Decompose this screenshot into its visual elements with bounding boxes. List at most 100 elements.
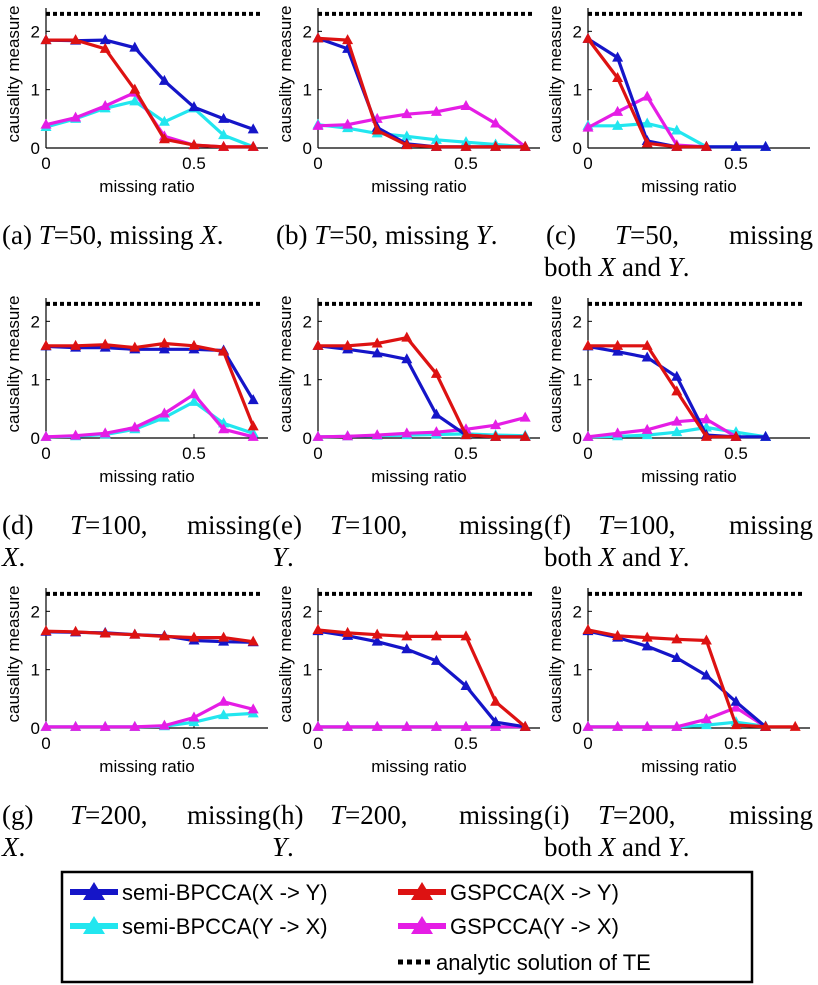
y-tick-label: 2 — [573, 312, 582, 331]
svg-text:(d): (d) — [2, 510, 33, 540]
data-point — [218, 709, 230, 720]
data-point — [671, 370, 683, 381]
data-point — [641, 117, 653, 128]
series-line — [587, 629, 767, 729]
data-point — [700, 669, 712, 680]
svg-text:(a) T=50, missing X.: (a) T=50, missing X. — [2, 220, 224, 250]
data-point — [40, 34, 52, 45]
data-point — [247, 394, 259, 405]
data-point — [40, 118, 52, 129]
data-point — [129, 421, 141, 432]
caption-i: (i) T=200, missing both X and Y. — [544, 800, 813, 862]
x-axis-label: missing ratio — [371, 177, 466, 196]
data-point — [612, 105, 624, 116]
y-tick-label: 0 — [303, 429, 312, 448]
data-point — [158, 74, 170, 85]
x-tick-label: 0.5 — [182, 734, 206, 753]
y-tick-label: 2 — [31, 22, 40, 41]
svg-text:both X and Y.: both X and Y. — [544, 542, 690, 572]
x-tick-label: 0 — [583, 444, 592, 463]
series-gs-xy — [582, 624, 801, 731]
y-axis-label: causality measure — [546, 295, 565, 432]
data-point — [70, 720, 82, 731]
svg-text:missing: missing — [729, 220, 813, 250]
data-point — [99, 100, 111, 110]
data-point — [218, 695, 230, 706]
data-point — [401, 643, 413, 654]
y-axis-label: causality measure — [4, 295, 23, 432]
data-point — [730, 695, 742, 706]
y-tick-label: 1 — [303, 81, 312, 100]
y-tick-label: 1 — [31, 81, 40, 100]
data-point — [460, 720, 472, 731]
data-point — [401, 720, 413, 731]
y-tick-label: 1 — [303, 371, 312, 390]
data-point — [247, 140, 259, 151]
y-axis-label: causality measure — [276, 295, 295, 432]
svg-text:(g): (g) — [2, 800, 33, 830]
x-axis-label: missing ratio — [641, 177, 736, 196]
data-point — [70, 339, 82, 350]
data-point — [582, 339, 594, 350]
svg-text:both X and Y.: both X and Y. — [544, 832, 690, 862]
data-point — [188, 339, 200, 350]
data-point — [700, 140, 712, 151]
svg-text:T=50,: T=50, — [615, 220, 679, 250]
data-point — [490, 430, 502, 441]
series-gs-xy — [40, 34, 259, 151]
data-point — [247, 123, 259, 134]
data-point — [641, 90, 653, 101]
svg-text:T=200,: T=200, — [598, 800, 676, 830]
data-point — [671, 415, 683, 426]
data-point — [582, 32, 594, 43]
y-tick-label: 1 — [303, 661, 312, 680]
y-tick-label: 2 — [573, 22, 582, 41]
triangle-marker-icon — [411, 882, 433, 900]
data-point — [158, 407, 170, 418]
data-point — [641, 339, 653, 350]
data-point — [671, 652, 683, 662]
data-point — [188, 711, 200, 722]
data-point — [730, 719, 742, 730]
data-point — [671, 633, 683, 644]
data-point — [612, 629, 624, 640]
series-gs-xy — [40, 625, 259, 646]
data-point — [99, 720, 111, 731]
data-point — [70, 625, 82, 636]
series-gs-yx — [582, 413, 742, 441]
data-point — [99, 338, 111, 349]
x-tick-label: 0 — [313, 154, 322, 173]
series-gs-yx — [40, 388, 259, 441]
data-point — [700, 713, 712, 724]
data-point — [218, 140, 230, 151]
y-tick-label: 2 — [31, 312, 40, 331]
data-point — [519, 140, 531, 151]
data-point — [401, 353, 413, 364]
caption-c: (c) T=50, missing both X and Y. — [544, 220, 813, 282]
data-point — [158, 115, 170, 126]
data-point — [70, 429, 82, 440]
caption-e: (e) T=100, missing Y. — [272, 510, 543, 572]
series-semi-xy — [312, 32, 531, 151]
legend-label-semi-xy: semi-BPCCA(X -> Y) — [122, 880, 328, 905]
data-point — [247, 635, 259, 646]
panel-e: 0 1 2 0 0.5 missing ratio causality measure — [276, 295, 540, 486]
data-point — [188, 388, 200, 399]
series-gs-xy — [40, 337, 259, 431]
data-point — [312, 32, 324, 43]
data-point — [99, 427, 111, 438]
data-point — [641, 137, 653, 148]
data-point — [312, 119, 324, 130]
data-point — [129, 41, 141, 52]
data-point — [760, 140, 772, 151]
data-point — [612, 72, 624, 82]
data-point — [641, 429, 653, 440]
data-point — [342, 34, 354, 45]
series-line — [317, 123, 526, 149]
x-axis-label: missing ratio — [99, 757, 194, 776]
data-point — [188, 101, 200, 112]
data-point — [401, 427, 413, 438]
panel-a: 0 1 2 0 0.5 missing ratio causality measure — [4, 5, 268, 196]
data-point — [401, 130, 413, 141]
svg-text:Y.: Y. — [272, 832, 294, 862]
